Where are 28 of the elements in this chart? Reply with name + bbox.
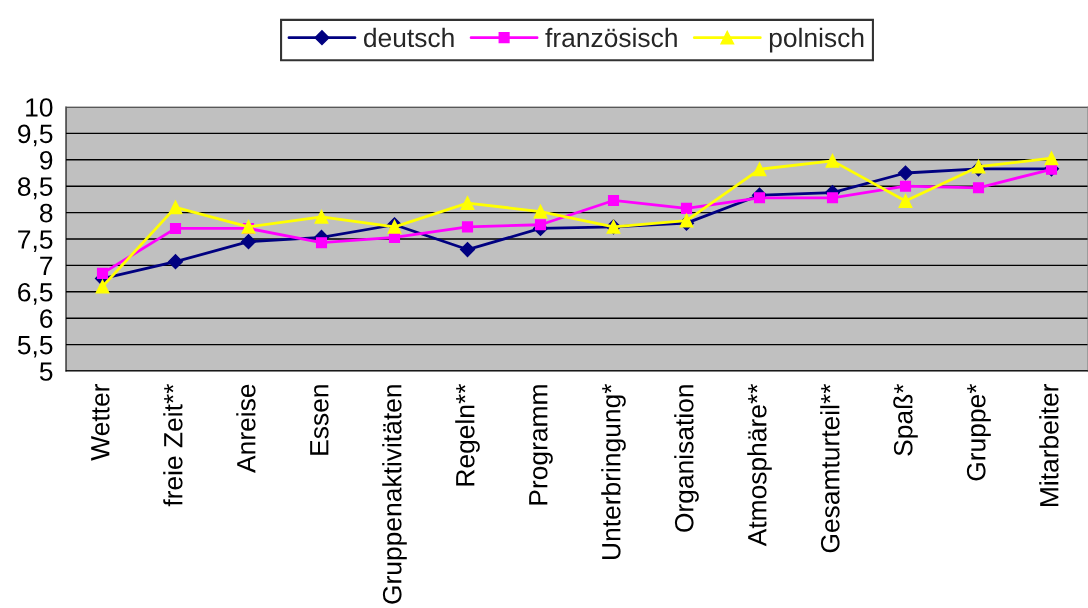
legend-label: französisch (545, 27, 677, 48)
x-tick-label: Regeln** (455, 383, 480, 486)
x-tick-label: freie Zeit** (163, 383, 183, 507)
x-tick-label: Atmosphäre** (747, 383, 772, 547)
x-tick-label: Organisation (674, 385, 699, 532)
y-tick-label: 9 (40, 150, 53, 170)
y-tick-label: 6 (40, 309, 53, 329)
y-tick-label: 7 (40, 256, 53, 275)
y-tick-label: 5,5 (17, 336, 53, 358)
legend-label: deutsch (363, 27, 454, 48)
x-tick-label: Wetter (91, 383, 110, 461)
y-tick-label: 10 (26, 98, 53, 117)
y-tick-label: 9,5 (18, 124, 53, 147)
x-tick-label: Programm (529, 385, 553, 505)
x-tick-label: Gruppe* (966, 383, 991, 481)
y-tick-label: 5 (39, 362, 53, 381)
x-tick-label: Spaß* (893, 383, 918, 456)
x-tick-label: Essen (310, 385, 329, 455)
x-tick-label: Anreise (236, 384, 256, 473)
y-tick-label: 7,5 (18, 230, 53, 252)
x-tick-label: Unterbringung* (601, 383, 626, 559)
x-tick-label: Gesamturteil** (820, 383, 840, 553)
y-tick-label: 6,5 (18, 282, 53, 305)
x-tick-label: Mitarbeiter (1039, 383, 1059, 506)
x-tick-label: Gruppenaktivitäten (382, 385, 407, 604)
legend-label: polnisch (769, 27, 864, 53)
y-tick-label: 8,5 (17, 177, 53, 200)
y-tick-label: 8 (39, 203, 53, 223)
